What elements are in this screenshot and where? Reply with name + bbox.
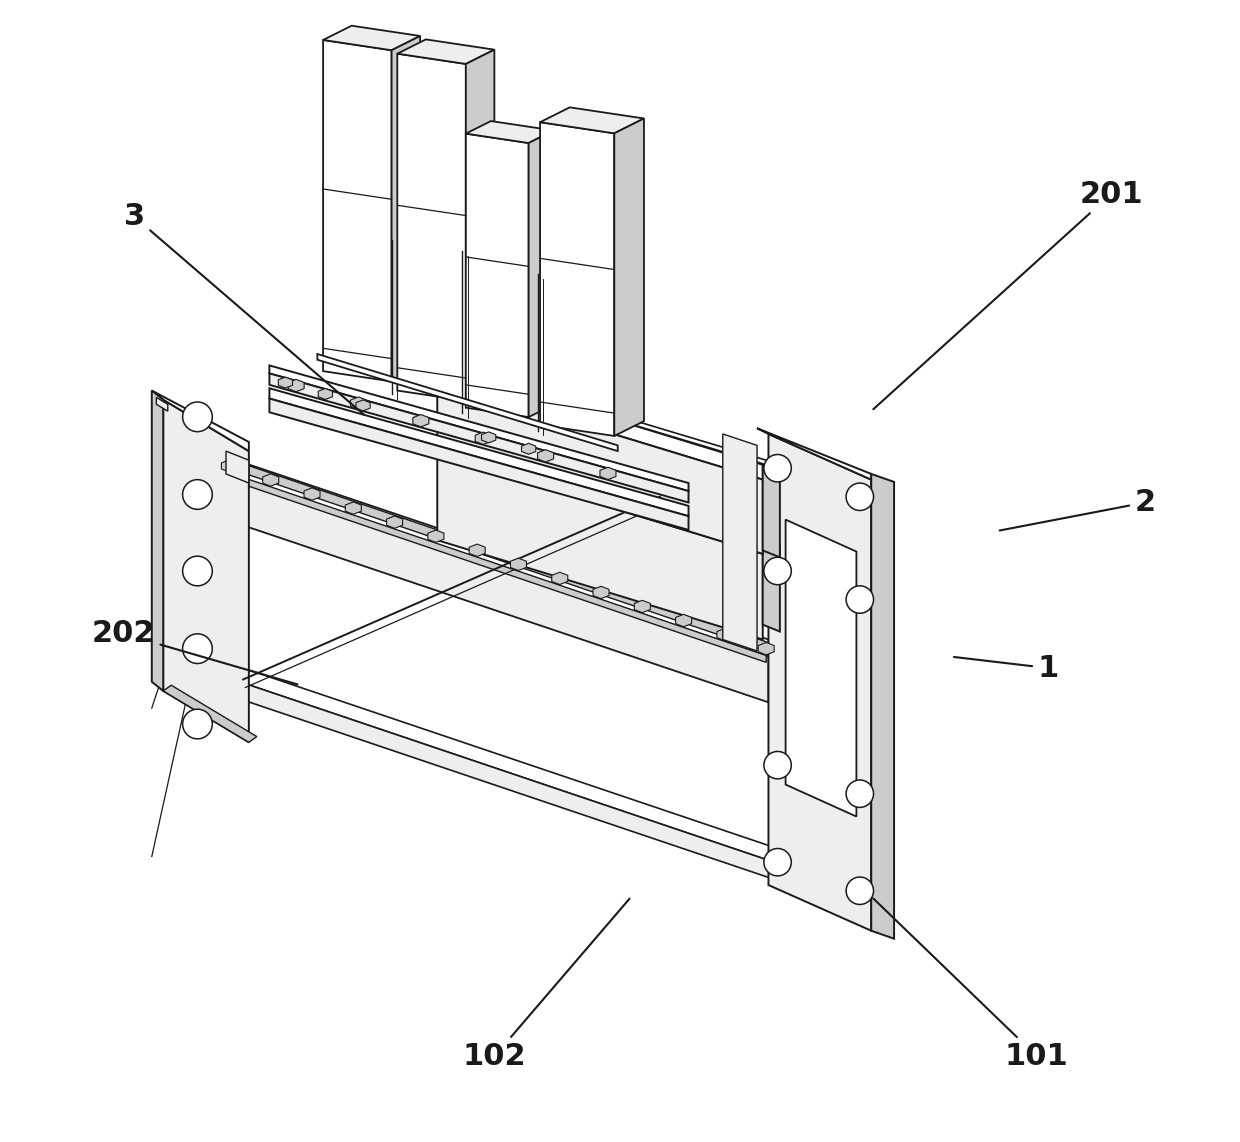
Polygon shape [226, 457, 769, 657]
Circle shape [764, 557, 791, 585]
Polygon shape [324, 40, 392, 381]
Circle shape [764, 455, 791, 482]
Polygon shape [438, 365, 763, 480]
Polygon shape [288, 379, 304, 392]
Text: 102: 102 [463, 899, 630, 1071]
Polygon shape [392, 35, 420, 381]
Polygon shape [243, 668, 774, 862]
Text: 201: 201 [873, 179, 1143, 409]
Polygon shape [769, 434, 872, 931]
Polygon shape [541, 107, 644, 134]
Circle shape [182, 556, 212, 586]
Circle shape [846, 483, 873, 510]
Polygon shape [758, 428, 872, 480]
Polygon shape [541, 122, 614, 436]
Polygon shape [676, 614, 692, 627]
Circle shape [764, 849, 791, 876]
Polygon shape [269, 399, 688, 530]
Polygon shape [164, 400, 249, 742]
Polygon shape [511, 558, 527, 571]
Polygon shape [758, 643, 774, 654]
Polygon shape [469, 544, 485, 556]
Circle shape [846, 586, 873, 613]
Polygon shape [269, 388, 688, 516]
Polygon shape [269, 373, 688, 502]
Polygon shape [269, 365, 688, 491]
Polygon shape [466, 134, 528, 417]
Text: 101: 101 [873, 899, 1069, 1071]
Circle shape [182, 402, 212, 432]
Polygon shape [319, 388, 332, 400]
Polygon shape [872, 474, 894, 939]
Polygon shape [552, 572, 568, 585]
Text: 202: 202 [92, 619, 298, 684]
Polygon shape [438, 380, 763, 554]
Polygon shape [413, 415, 429, 427]
Circle shape [764, 751, 791, 779]
Polygon shape [635, 601, 650, 612]
Polygon shape [723, 434, 758, 651]
Polygon shape [243, 683, 774, 879]
Polygon shape [614, 119, 644, 436]
Polygon shape [226, 502, 769, 697]
Polygon shape [222, 460, 237, 472]
Text: 2: 2 [999, 488, 1156, 531]
Polygon shape [397, 39, 495, 64]
Polygon shape [351, 397, 367, 409]
Polygon shape [304, 488, 320, 500]
Polygon shape [397, 54, 466, 401]
Polygon shape [278, 377, 293, 388]
Polygon shape [151, 391, 249, 451]
Polygon shape [538, 450, 553, 463]
Polygon shape [345, 502, 361, 514]
Circle shape [182, 634, 212, 664]
Polygon shape [481, 432, 496, 443]
Polygon shape [466, 121, 554, 143]
Text: 1: 1 [954, 653, 1059, 683]
Polygon shape [528, 130, 554, 417]
Circle shape [846, 877, 873, 904]
Polygon shape [717, 628, 733, 641]
Polygon shape [438, 455, 763, 640]
Polygon shape [432, 360, 766, 465]
Polygon shape [229, 459, 766, 651]
Polygon shape [226, 451, 249, 483]
Polygon shape [522, 443, 536, 455]
Circle shape [182, 709, 212, 739]
Polygon shape [475, 432, 491, 444]
Polygon shape [763, 465, 780, 557]
Polygon shape [324, 25, 420, 50]
Polygon shape [226, 474, 769, 702]
Polygon shape [466, 49, 495, 401]
Polygon shape [786, 520, 857, 817]
Polygon shape [317, 354, 618, 451]
Polygon shape [387, 516, 403, 529]
Polygon shape [438, 440, 763, 554]
Circle shape [846, 780, 873, 807]
Polygon shape [763, 539, 780, 632]
Circle shape [182, 480, 212, 509]
Polygon shape [428, 530, 444, 542]
Polygon shape [151, 391, 164, 691]
Text: 3: 3 [124, 202, 365, 415]
Polygon shape [229, 473, 766, 662]
Polygon shape [593, 586, 609, 598]
Polygon shape [156, 397, 167, 411]
Polygon shape [263, 474, 279, 486]
Polygon shape [164, 685, 257, 742]
Polygon shape [600, 467, 616, 480]
Polygon shape [356, 400, 371, 411]
